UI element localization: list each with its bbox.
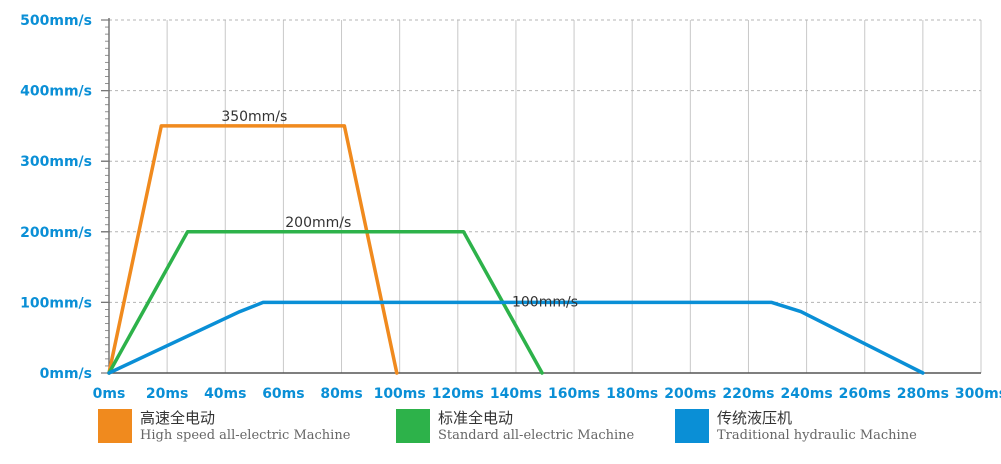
labels: 0mm/s 100mm/s 200mm/s 300mm/s 400mm/s 500mm/s… xyxy=(20,13,1001,402)
y-tick-label: 200mm/s xyxy=(20,225,92,241)
series-value-label: 100mm/s xyxy=(512,295,578,311)
legend-swatch-standard xyxy=(396,409,430,443)
x-tick-label: 300ms xyxy=(955,386,1001,402)
x-tick-label: 280ms xyxy=(897,386,949,402)
legend-sublabel: Traditional hydraulic Machine xyxy=(717,428,917,443)
chart: 0mm/s 100mm/s 200mm/s 300mm/s 400mm/s 500mm/s… xyxy=(20,13,1001,402)
x-tick-label: 20ms xyxy=(146,386,188,402)
legend-swatch-hydraulic xyxy=(675,409,709,443)
legend-label: 标准全电动 xyxy=(438,409,514,427)
legend-item-standard: 标准全电动 Standard all-electric Machine xyxy=(396,409,634,445)
x-tick-label: 180ms xyxy=(606,386,658,402)
x-tick-label: 0ms xyxy=(93,386,126,402)
y-tick-label: 500mm/s xyxy=(20,13,92,29)
x-tick-label: 40ms xyxy=(204,386,246,402)
y-tick-label: 400mm/s xyxy=(20,84,92,100)
legend-label: 高速全电动 xyxy=(140,409,216,427)
y-tick-label: 0mm/s xyxy=(40,366,92,382)
axes xyxy=(101,18,981,374)
series-line-2 xyxy=(107,300,925,375)
legend-sublabel: High speed all-electric Machine xyxy=(140,428,351,443)
series-layer xyxy=(107,124,925,375)
x-tick-label: 60ms xyxy=(262,386,304,402)
legend-item-high-speed: 高速全电动 High speed all-electric Machine xyxy=(98,409,350,445)
x-tick-label: 160ms xyxy=(548,386,600,402)
x-tick-label: 200ms xyxy=(664,386,716,402)
x-tick-label: 260ms xyxy=(839,386,891,402)
x-tick-label: 140ms xyxy=(490,386,542,402)
x-tick-label: 220ms xyxy=(722,386,774,402)
series-line-0 xyxy=(107,124,399,375)
legend-swatch-high-speed xyxy=(98,409,132,443)
legend-label: 传统液压机 xyxy=(717,409,793,427)
legend-item-hydraulic: 传统液压机 Traditional hydraulic Machine xyxy=(675,409,917,445)
x-tick-label: 120ms xyxy=(432,386,484,402)
y-tick-label: 100mm/s xyxy=(20,295,92,311)
grid xyxy=(109,19,982,373)
x-tick-label: 80ms xyxy=(320,386,362,402)
x-tick-label: 100ms xyxy=(374,386,426,402)
y-tick-label: 300mm/s xyxy=(20,154,92,170)
series-value-label: 200mm/s xyxy=(285,215,351,231)
series-value-label: 350mm/s xyxy=(221,109,287,125)
x-tick-label: 240ms xyxy=(781,386,833,402)
legend-sublabel: Standard all-electric Machine xyxy=(438,428,635,443)
